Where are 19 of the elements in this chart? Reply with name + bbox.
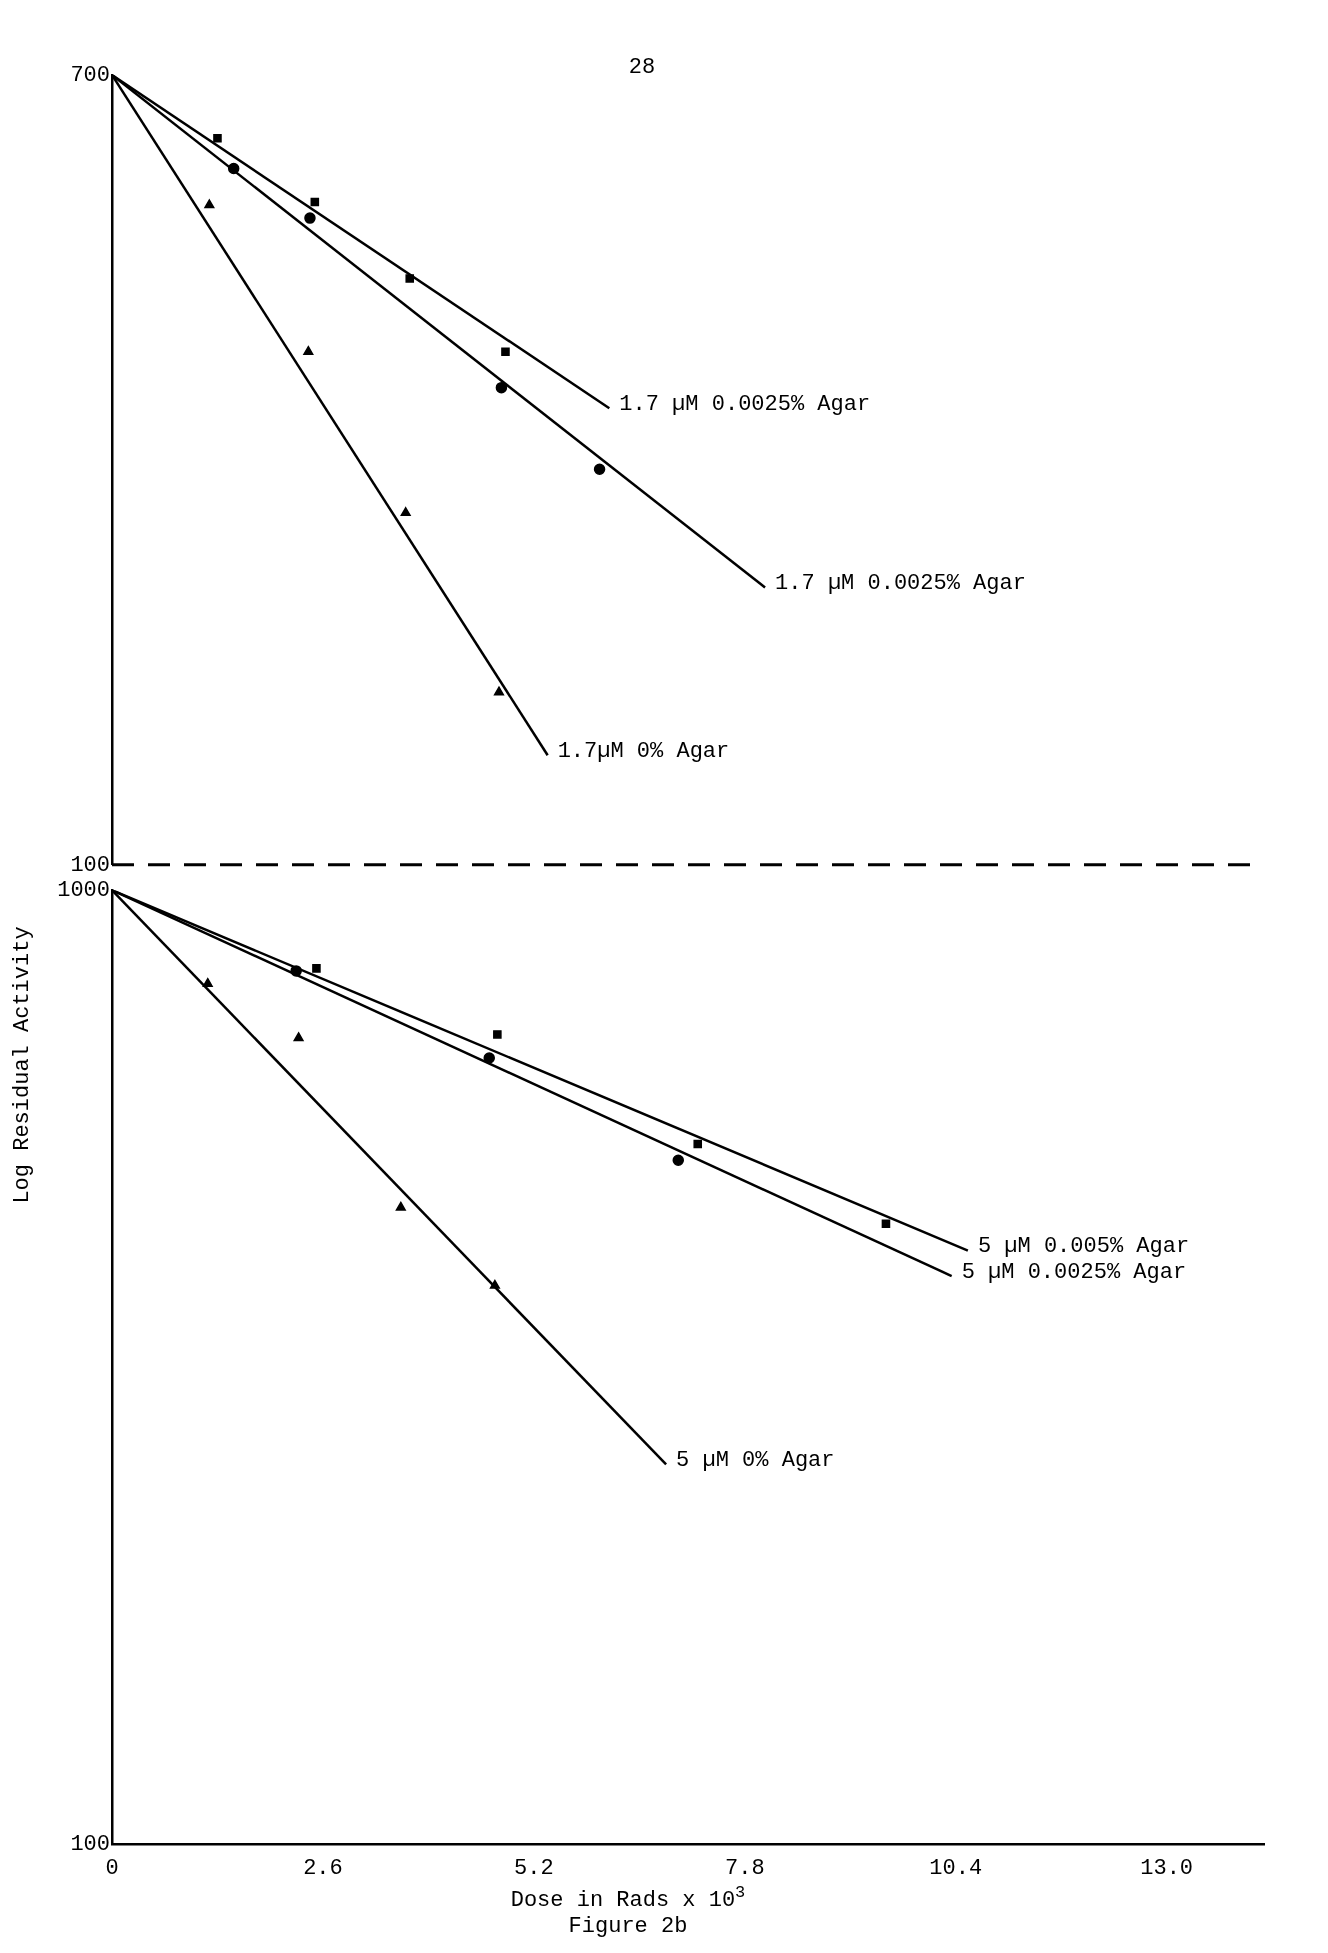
caption: Figure 2b xyxy=(568,1914,688,1939)
y-tick-label: 1000 xyxy=(57,878,110,904)
series-label: 5 µM 0.0025% Agar xyxy=(961,1259,1187,1285)
series-label: 5 µM 0% Agar xyxy=(676,1448,835,1474)
y-tick-label: 100 xyxy=(70,1831,110,1857)
series-label: 1.7µM 0% Agar xyxy=(557,739,730,765)
x-tick-label: 10.4 xyxy=(929,1856,983,1882)
series-label: 1.7 µM 0.0025% Agar xyxy=(619,392,871,418)
y-tick-label: 100 xyxy=(70,852,110,878)
y-axis-title: Log Residual Activity xyxy=(10,926,35,1204)
x-tick-label: 5.2 xyxy=(514,1856,554,1882)
annotation: 28 xyxy=(628,55,656,80)
x-tick-label: 0 xyxy=(105,1856,119,1882)
y-tick-label: 700 xyxy=(70,62,110,88)
series-label: 1.7 µM 0.0025% Agar xyxy=(775,571,1026,597)
x-tick-label: 13.0 xyxy=(1140,1856,1194,1882)
x-tick-label: 2.6 xyxy=(303,1856,343,1882)
series-label: 5 µM 0.005% Agar xyxy=(977,1234,1190,1260)
x-tick-label: 7.8 xyxy=(724,1856,765,1882)
